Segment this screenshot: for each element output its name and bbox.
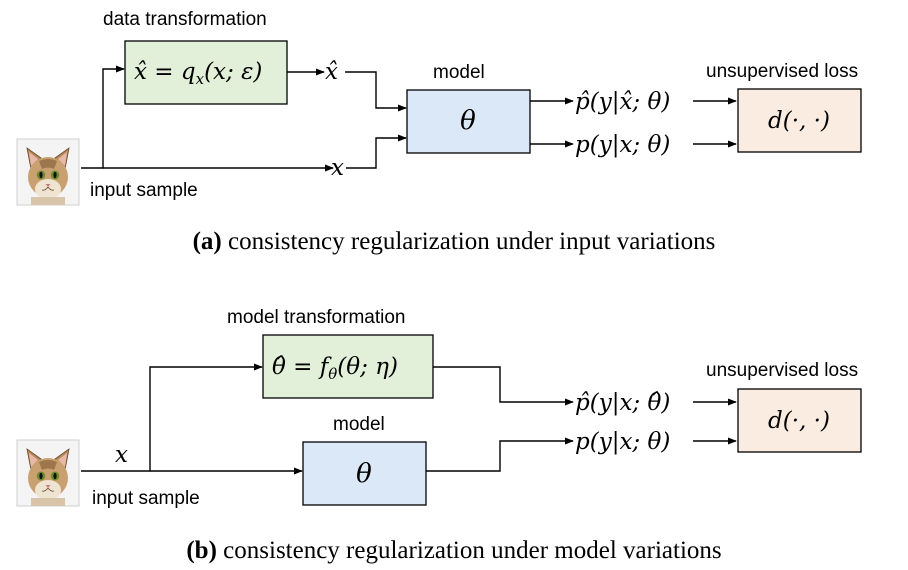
- arrow-x-to-model: [346, 134, 407, 169]
- arrow-input-to-model-transform: [81, 363, 263, 472]
- output-p-b: p(y|x; θ): [575, 429, 670, 455]
- loss-function-a: d(·, ·): [768, 108, 830, 134]
- arrow-input-to-transform: [81, 65, 125, 169]
- panel-a: input sample data transformation x̂ = qx…: [16, 9, 862, 255]
- caption-a: (a) consistency regularization under inp…: [193, 228, 716, 255]
- input-sample-label-a: input sample: [90, 180, 198, 201]
- output-p-a: p(y|x; θ): [575, 132, 670, 158]
- theta-symbol-a: θ: [460, 106, 476, 136]
- arrow-model-to-out2-b: [426, 437, 574, 472]
- arrow-transform-to-out1-b: [433, 366, 574, 406]
- input-image-b: [16, 439, 80, 507]
- loss-box-a: [737, 88, 862, 153]
- arrow-xhat-to-model: [345, 71, 407, 112]
- loss-function-b: d(·, ·): [768, 408, 830, 434]
- panel-b: input sample x model transformation θ̂ =…: [16, 307, 862, 564]
- input-sample-label-b: input sample: [92, 488, 200, 509]
- input-image-a: [16, 138, 80, 206]
- output-phat-b: p̂(y|x; θ̂): [575, 390, 670, 416]
- model-transformation-formula: θ̂ = fθ(θ; η): [272, 354, 398, 383]
- theta-symbol-b: θ: [356, 459, 372, 489]
- model-label-b: model: [333, 414, 385, 435]
- model-transformation-box: [262, 334, 434, 399]
- model-label-a: model: [433, 62, 485, 83]
- model-box-b: [302, 441, 427, 506]
- data-transformation-label: data transformation: [103, 9, 267, 30]
- unsupervised-loss-label-b: unsupervised loss: [706, 360, 858, 381]
- unsupervised-loss-label-a: unsupervised loss: [706, 61, 858, 82]
- caption-b: (b) consistency regularization under mod…: [186, 537, 721, 564]
- x-symbol-b: x: [115, 442, 128, 468]
- model-transformation-label: model transformation: [227, 307, 405, 328]
- x-symbol-a: x: [331, 155, 344, 181]
- cat-photo-icon: [16, 138, 80, 206]
- cat-photo-icon: [16, 439, 80, 507]
- xhat-symbol: x̂: [325, 59, 338, 85]
- output-phat-a: p̂(y|x̂; θ): [575, 89, 670, 115]
- model-box-a: [406, 89, 531, 154]
- data-transformation-formula: x̂ = qx(x; ε): [134, 59, 262, 88]
- loss-box-b: [737, 388, 862, 453]
